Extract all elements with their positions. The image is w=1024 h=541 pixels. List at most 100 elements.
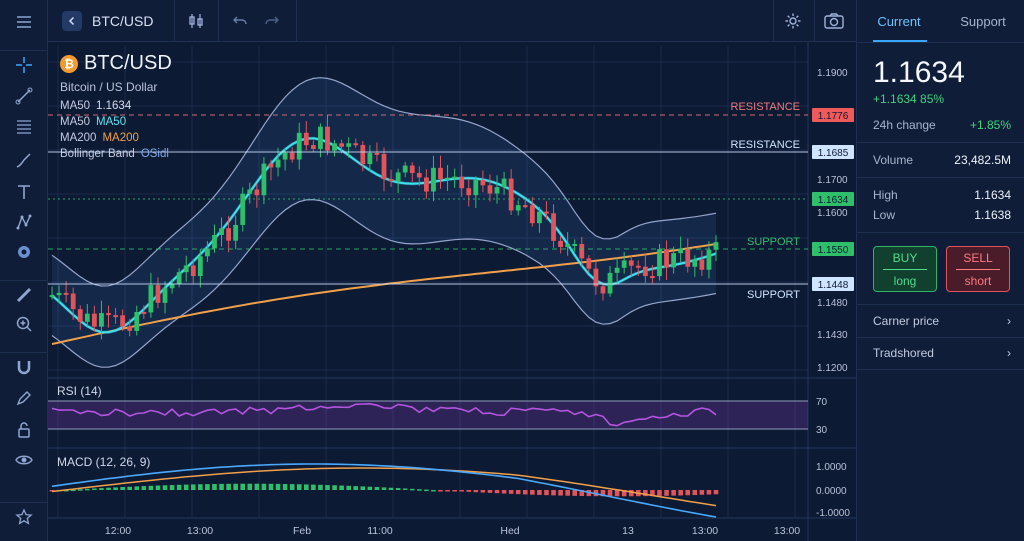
candle-body — [692, 259, 698, 267]
candle-body — [197, 256, 203, 277]
candle-body — [254, 189, 260, 196]
macd-bar — [565, 490, 570, 496]
tab-support[interactable]: Support — [960, 13, 1006, 29]
camera-icon[interactable] — [818, 0, 850, 42]
candle-body — [621, 260, 627, 268]
macd-bar — [713, 490, 719, 495]
x-tick-label: Hed — [500, 525, 519, 537]
price-tag — [812, 145, 854, 159]
candle-body — [678, 248, 684, 254]
macd-bar — [219, 483, 224, 490]
candle-body — [522, 205, 528, 208]
candle-body — [501, 178, 507, 188]
zoom-icon[interactable] — [0, 310, 48, 338]
nav-carner-price[interactable]: Carner price › — [873, 314, 1011, 328]
macd-bar — [515, 490, 521, 495]
chart-canvas[interactable]: RESISTANCE 1.1776 RESISTANCE 1.1685 1.1634 SU… — [48, 42, 856, 541]
price-change: +1.1634 85% — [873, 92, 945, 106]
macd-bar — [671, 490, 676, 496]
indicator-label: MA50 — [60, 100, 91, 112]
right-panel: Current Support 1.1634 +1.1634 85% 24h c… — [856, 0, 1024, 541]
macd-bar — [176, 484, 182, 490]
trendline-icon[interactable] — [0, 82, 48, 110]
x-tick-label: 13:00 — [774, 525, 800, 537]
chevron-right-icon: › — [1007, 346, 1011, 360]
macd-bar — [628, 490, 634, 497]
chart-symbol: BTC/USD — [84, 52, 172, 74]
candle-body — [635, 265, 641, 268]
indicator-label: Bollinger Band — [60, 148, 135, 160]
candle-body — [268, 163, 274, 168]
macd-bar — [473, 490, 479, 493]
candles-icon[interactable] — [180, 0, 212, 42]
candle-body — [628, 260, 634, 266]
symbol-selector[interactable]: BTC/USD — [92, 13, 154, 29]
back-button[interactable] — [62, 11, 82, 31]
macd-bar — [657, 490, 662, 496]
macd-bar — [275, 483, 281, 490]
macd-bar — [650, 490, 655, 497]
candle-body — [84, 313, 90, 322]
chart-area[interactable]: RESISTANCE 1.1776 RESISTANCE 1.1685 1.1634 SU… — [48, 42, 856, 541]
macd-bar — [183, 484, 189, 490]
undo-icon[interactable] — [226, 0, 254, 42]
candle-body — [579, 244, 585, 259]
buy-button[interactable]: BUY long — [873, 246, 937, 292]
macd-bar — [424, 489, 429, 492]
lock-icon[interactable] — [0, 416, 48, 444]
indicator-label: MA200 — [60, 132, 97, 144]
candle-body — [303, 132, 309, 146]
macd-bar — [692, 490, 698, 496]
candle-body — [494, 187, 500, 194]
star-icon[interactable] — [0, 502, 48, 530]
macd-bar — [113, 487, 118, 490]
macd-bar — [92, 488, 97, 490]
candle-body — [657, 249, 662, 277]
settings-icon[interactable] — [778, 0, 808, 42]
indicator-row[interactable]: MA50 MA50 — [60, 116, 126, 128]
gem-icon[interactable] — [0, 238, 48, 266]
fib-icon[interactable] — [0, 112, 48, 140]
candle-body — [127, 326, 133, 331]
indicator-value: MA50 — [96, 116, 127, 128]
bollinger-lower — [51, 198, 717, 368]
macd-bar — [339, 485, 344, 490]
macd-bar — [134, 486, 140, 490]
x-tick-label: Feb — [293, 525, 311, 537]
eye-icon[interactable] — [0, 446, 48, 474]
macd-bar — [311, 484, 316, 490]
level-label: RESISTANCE — [731, 101, 800, 113]
candle-body — [685, 248, 691, 267]
candle-body — [593, 268, 599, 287]
candle-body — [233, 224, 239, 241]
indicator-row[interactable]: Bollinger Band OSidl — [60, 148, 169, 160]
macd-bar — [417, 489, 422, 491]
brush-icon[interactable] — [0, 146, 48, 174]
candle-body — [529, 205, 535, 224]
indicator-label: MA50 — [60, 116, 91, 128]
nav-tradshored[interactable]: Tradshored › — [873, 346, 1011, 360]
pencil-lock-icon[interactable] — [0, 384, 48, 412]
hamburger-icon[interactable] — [0, 8, 48, 36]
magnet-icon[interactable] — [0, 352, 48, 380]
macd-bar — [374, 487, 380, 490]
macd-bar — [296, 484, 302, 490]
indicator-row[interactable]: MA200 MA200 — [60, 132, 139, 144]
macd-bar — [233, 483, 238, 490]
pattern-icon[interactable] — [0, 208, 48, 236]
redo-icon[interactable] — [258, 0, 286, 42]
price-tag-text: 1.1448 — [818, 280, 849, 291]
macd-bar — [212, 483, 217, 490]
stat-volume: Volume 23,482.5M — [873, 153, 1011, 167]
ruler-icon[interactable] — [0, 280, 48, 308]
crosshair-icon[interactable] — [0, 50, 48, 78]
macd-bar — [607, 490, 613, 497]
sell-button[interactable]: SELL short — [946, 246, 1010, 292]
tab-current[interactable]: Current — [877, 13, 921, 29]
candle-body — [141, 311, 147, 314]
text-icon[interactable] — [0, 178, 48, 206]
candle-body — [247, 189, 253, 194]
macd-bar — [452, 490, 457, 492]
indicator-row[interactable]: MA50 1.1634 — [60, 100, 131, 112]
candle-body — [614, 267, 620, 273]
